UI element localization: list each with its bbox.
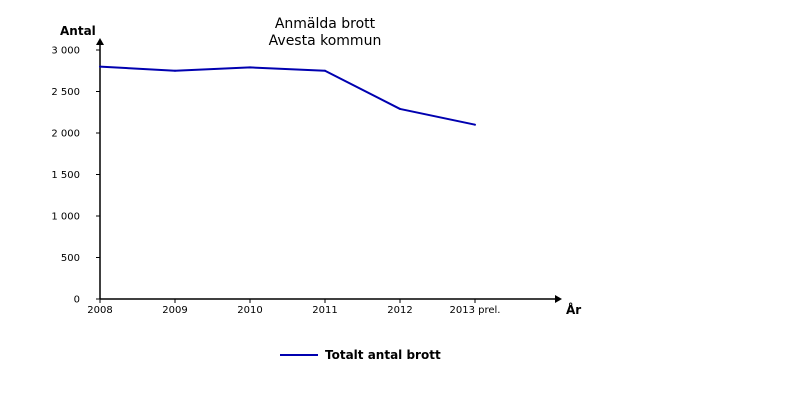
- y-tick-label: 1 500: [51, 170, 80, 181]
- x-axis-arrow: [555, 295, 562, 303]
- data-point: [474, 123, 476, 126]
- chart-subtitle: Avesta kommun: [268, 33, 382, 49]
- data-point: [399, 107, 401, 110]
- y-tick-label: 2 500: [51, 87, 80, 98]
- y-tick-label: 1 000: [51, 212, 80, 223]
- chart-title: Anmälda brott: [274, 16, 376, 32]
- data-point: [99, 65, 101, 68]
- x-tick-label: 2013 prel.: [450, 305, 501, 316]
- y-tick-label: 500: [61, 253, 80, 264]
- data-point: [174, 69, 176, 72]
- legend-line-swatch: [280, 354, 318, 356]
- data-point: [249, 66, 251, 69]
- x-axis-label: År: [566, 303, 582, 317]
- legend: Totalt antal brott: [280, 347, 441, 363]
- y-tick-label: 2 000: [51, 129, 80, 140]
- legend-label: Totalt antal brott: [325, 348, 441, 362]
- x-tick-label: 2008: [87, 305, 112, 316]
- x-tick-label: 2012: [387, 305, 412, 316]
- x-tick-label: 2011: [312, 305, 337, 316]
- data-point: [324, 69, 326, 72]
- series-line-totalt-antal-brott: [99, 65, 476, 126]
- y-axis-arrow: [96, 38, 104, 45]
- x-tick-label: 2009: [162, 305, 187, 316]
- y-tick-label: 0: [74, 295, 80, 306]
- x-tick-label: 2010: [237, 305, 262, 316]
- y-axis-label: Antal: [60, 24, 96, 38]
- y-tick-label: 3 000: [51, 46, 80, 57]
